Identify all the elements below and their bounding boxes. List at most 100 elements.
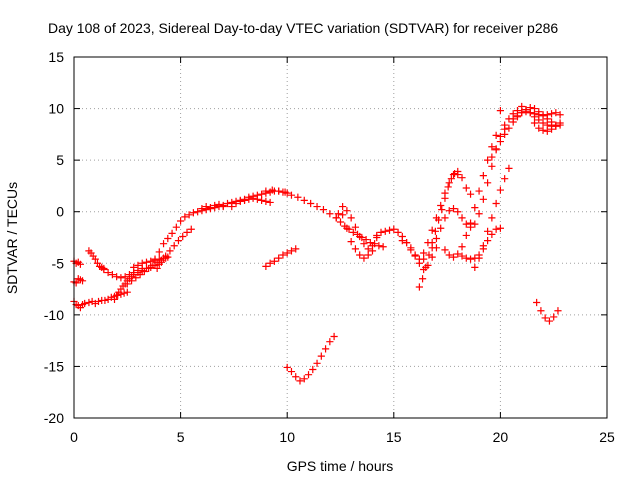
data-point [364,251,372,259]
data-point [441,246,449,254]
chart-title: Day 108 of 2023, Sidereal Day-to-day VTE… [48,20,558,36]
x-axis-label: GPS time / hours [287,458,394,474]
y-tick-label: -20 [44,410,64,426]
data-point [317,352,325,360]
data-point [554,307,562,315]
data-point [501,130,509,138]
series-track-05 [85,247,108,273]
data-point [123,288,131,296]
data-point [330,332,338,341]
data-point [458,214,466,222]
y-tick-label: -10 [44,307,64,323]
data-point [283,363,291,372]
data-point [245,193,253,201]
data-point [375,242,383,250]
data-point [488,162,496,170]
data-point [145,264,153,273]
data-point [484,156,492,164]
data-point [206,203,215,212]
data-point [547,110,556,118]
data-point [425,251,433,259]
data-point [120,289,128,297]
series-track-01 [70,257,84,268]
data-point [170,242,178,250]
data-point [279,251,287,259]
data-point [326,210,334,218]
plot-frame [73,56,608,419]
data-point [445,179,453,187]
data-point [449,205,458,213]
data-point [496,186,504,194]
data-point [142,258,151,266]
data-point [309,365,317,374]
data-point [364,245,372,253]
data-point [336,218,345,226]
series-track-09 [130,253,172,272]
data-point [202,202,210,211]
data-marks [70,102,564,385]
data-point [127,277,136,285]
series-track-03 [70,275,87,287]
data-point [484,227,492,235]
series-track-29 [530,119,564,135]
data-point [466,255,475,263]
data-point [194,208,202,216]
data-point [300,196,308,204]
data-point [543,121,551,129]
data-point [377,228,385,236]
data-point [543,111,551,119]
data-point [258,190,266,198]
data-point [215,200,223,209]
data-point [513,112,522,120]
data-point [339,202,347,211]
data-point [441,189,449,197]
data-point [262,187,270,195]
x-tick-label: 5 [177,429,185,445]
data-point [428,226,436,234]
data-point [123,280,131,288]
x-tick-label: 20 [493,429,509,445]
data-point [121,273,129,281]
data-point [505,124,513,132]
data-point [381,227,389,235]
data-point [339,211,347,219]
data-point [343,207,351,215]
data-point [466,190,475,198]
data-point [420,249,428,257]
data-point [488,153,496,161]
data-point [432,234,441,243]
data-point [418,275,427,283]
data-point [268,186,276,194]
data-point [360,240,368,248]
data-point [535,111,543,119]
data-point [449,170,458,179]
data-point [492,131,500,139]
data-point [164,234,172,243]
data-point [379,243,387,251]
series-track-33 [533,298,562,325]
data-point [501,175,509,183]
data-point [479,195,487,203]
data-point [140,267,148,276]
x-tick-label: 10 [279,429,295,445]
data-point [411,251,419,259]
data-point [136,271,144,279]
x-tick-label: 25 [599,429,615,445]
data-point [153,264,161,273]
data-point [402,239,411,247]
data-point [300,375,308,383]
y-tick-label: 10 [48,101,64,117]
data-point [454,250,462,258]
data-point [275,254,283,262]
series-track-18 [373,225,428,263]
data-point [462,254,470,262]
data-point [449,253,458,261]
data-point [462,184,470,192]
data-point [445,207,453,215]
data-point [157,258,166,266]
data-point [488,214,496,222]
data-point [458,243,466,251]
series-track-14 [262,186,340,222]
data-point [177,217,185,225]
y-tick-label: 15 [48,49,64,65]
